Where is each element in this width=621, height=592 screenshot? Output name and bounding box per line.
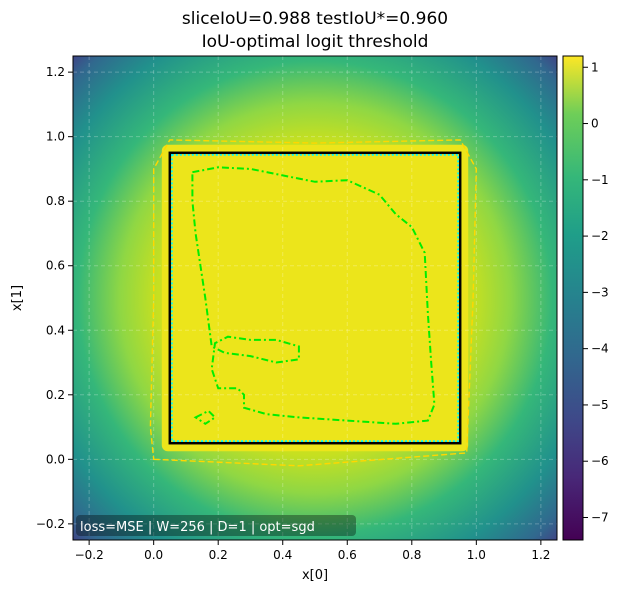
y-tick-label: −0.2	[36, 517, 65, 531]
annotation-box	[76, 515, 356, 536]
y-axis-label: x[1]	[10, 285, 25, 311]
plot-area: loss=MSE | W=256 | D=1 | opt=sgd	[73, 56, 557, 540]
y-tick-label: 0.0	[46, 452, 65, 466]
y-axis: −0.2 0.0 0.2 0.4 0.6 0.8 1.0 1.2	[36, 65, 73, 531]
chart-title-line1: sliceIoU=0.988 testIoU*=0.960	[182, 9, 448, 29]
colorbar-tick-label: −7	[591, 510, 609, 524]
x-tick-label: 0.8	[402, 548, 421, 562]
colorbar-tick-label: −6	[591, 454, 609, 468]
colorbar-tick-label: 1	[591, 60, 599, 74]
y-tick-label: 0.4	[46, 323, 65, 337]
y-tick-label: 0.8	[46, 194, 65, 208]
x-tick-label: 0.0	[144, 548, 163, 562]
x-tick-label: 0.2	[209, 548, 228, 562]
grid	[73, 56, 557, 540]
predicted-boundary	[170, 153, 460, 443]
x-axis-label: x[0]	[302, 568, 328, 583]
x-tick-label: 0.4	[273, 548, 292, 562]
colorbar-tick-label: −3	[591, 285, 609, 299]
y-tick-label: 0.6	[46, 259, 65, 273]
heatmap-inner-region	[161, 144, 469, 452]
y-tick-label: 1.2	[46, 65, 65, 79]
x-tick-label: −0.2	[75, 548, 104, 562]
colorbar-tick-label: −2	[591, 229, 609, 243]
plot-frame	[72, 55, 558, 541]
y-tick-label: 1.0	[46, 130, 65, 144]
green-contour	[191, 166, 436, 425]
x-tick-label: 0.6	[338, 548, 357, 562]
x-tick-label: 1.2	[531, 548, 550, 562]
annotation-text: loss=MSE | W=256 | D=1 | opt=sgd	[80, 520, 315, 535]
colorbar-axis: 1 0 −1 −2 −3 −4 −5 −6 −7	[583, 60, 609, 524]
x-tick-label: 1.0	[467, 548, 486, 562]
x-axis: −0.2 0.0 0.2 0.4 0.6 0.8 1.0 1.2	[75, 540, 550, 562]
y-tick-label: 0.2	[46, 388, 65, 402]
true-square-boundary	[168, 151, 462, 445]
colorbar-tick-label: −1	[591, 173, 609, 187]
colorbar	[562, 55, 584, 541]
colorbar-tick-label: −5	[591, 398, 609, 412]
colorbar-tick-label: −4	[591, 342, 609, 356]
yellow-contour	[149, 139, 478, 467]
colorbar-tick-label: 0	[591, 117, 599, 131]
chart-title-line2: IoU-optimal logit threshold	[202, 32, 429, 52]
